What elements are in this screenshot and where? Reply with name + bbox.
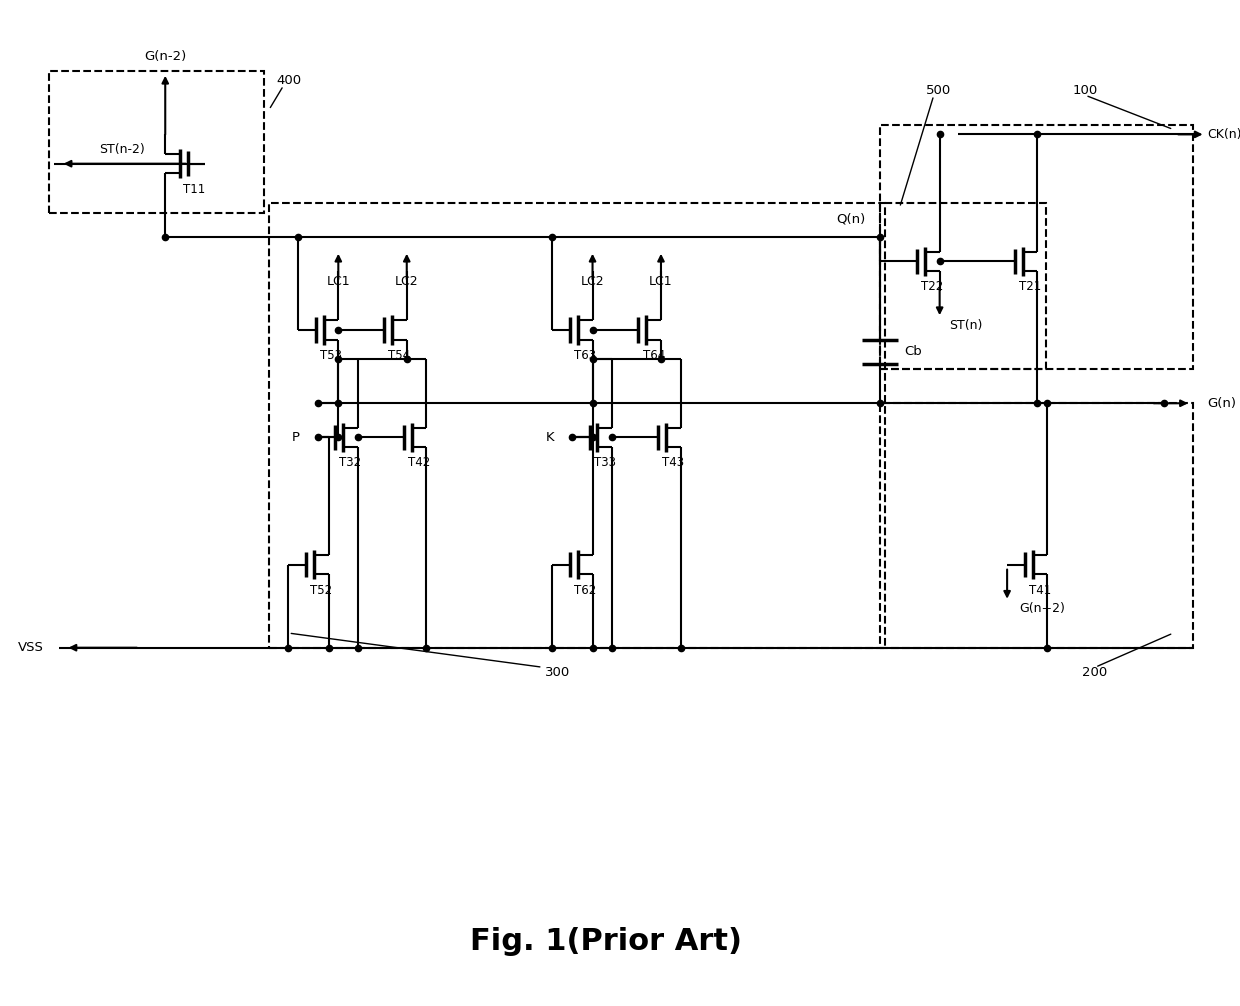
Text: T33: T33 xyxy=(594,457,616,470)
Text: 100: 100 xyxy=(1073,83,1097,97)
Text: T54: T54 xyxy=(388,349,410,362)
Bar xyxy=(880,125,1193,369)
Text: 200: 200 xyxy=(1083,666,1107,679)
Text: T52: T52 xyxy=(310,583,332,597)
Text: P: P xyxy=(293,431,300,444)
Text: VSS: VSS xyxy=(19,641,43,654)
Text: LC2: LC2 xyxy=(580,275,604,288)
Text: 400: 400 xyxy=(275,74,301,88)
Bar xyxy=(880,403,1193,648)
Text: T62: T62 xyxy=(574,583,596,597)
Text: LC1: LC1 xyxy=(326,275,350,288)
Text: G(n): G(n) xyxy=(1208,396,1236,409)
Bar xyxy=(48,70,264,212)
Text: T41: T41 xyxy=(1029,583,1052,597)
Text: T53: T53 xyxy=(320,349,342,362)
Text: T42: T42 xyxy=(408,457,430,470)
Text: CK(n): CK(n) xyxy=(1208,128,1240,141)
Text: ST(n-2): ST(n-2) xyxy=(99,143,145,156)
Text: Cb: Cb xyxy=(904,345,923,358)
Text: ST(n): ST(n) xyxy=(950,319,983,332)
Text: G(n-2): G(n-2) xyxy=(144,49,186,62)
Text: G(n+2): G(n+2) xyxy=(1019,603,1065,615)
Text: T43: T43 xyxy=(662,457,684,470)
Text: T63: T63 xyxy=(574,349,596,362)
Text: K: K xyxy=(546,431,554,444)
Text: Q(n): Q(n) xyxy=(836,213,866,226)
Text: T11: T11 xyxy=(182,183,205,195)
Text: T22: T22 xyxy=(921,281,944,294)
Bar xyxy=(880,203,1047,369)
Text: 500: 500 xyxy=(926,83,951,97)
Text: T21: T21 xyxy=(1019,281,1042,294)
Text: Fig. 1(Prior Art): Fig. 1(Prior Art) xyxy=(470,927,743,956)
Bar xyxy=(269,203,885,648)
Text: T64: T64 xyxy=(642,349,665,362)
Text: 300: 300 xyxy=(544,666,570,679)
Text: LC1: LC1 xyxy=(650,275,673,288)
Text: T32: T32 xyxy=(340,457,362,470)
Text: LC2: LC2 xyxy=(396,275,419,288)
